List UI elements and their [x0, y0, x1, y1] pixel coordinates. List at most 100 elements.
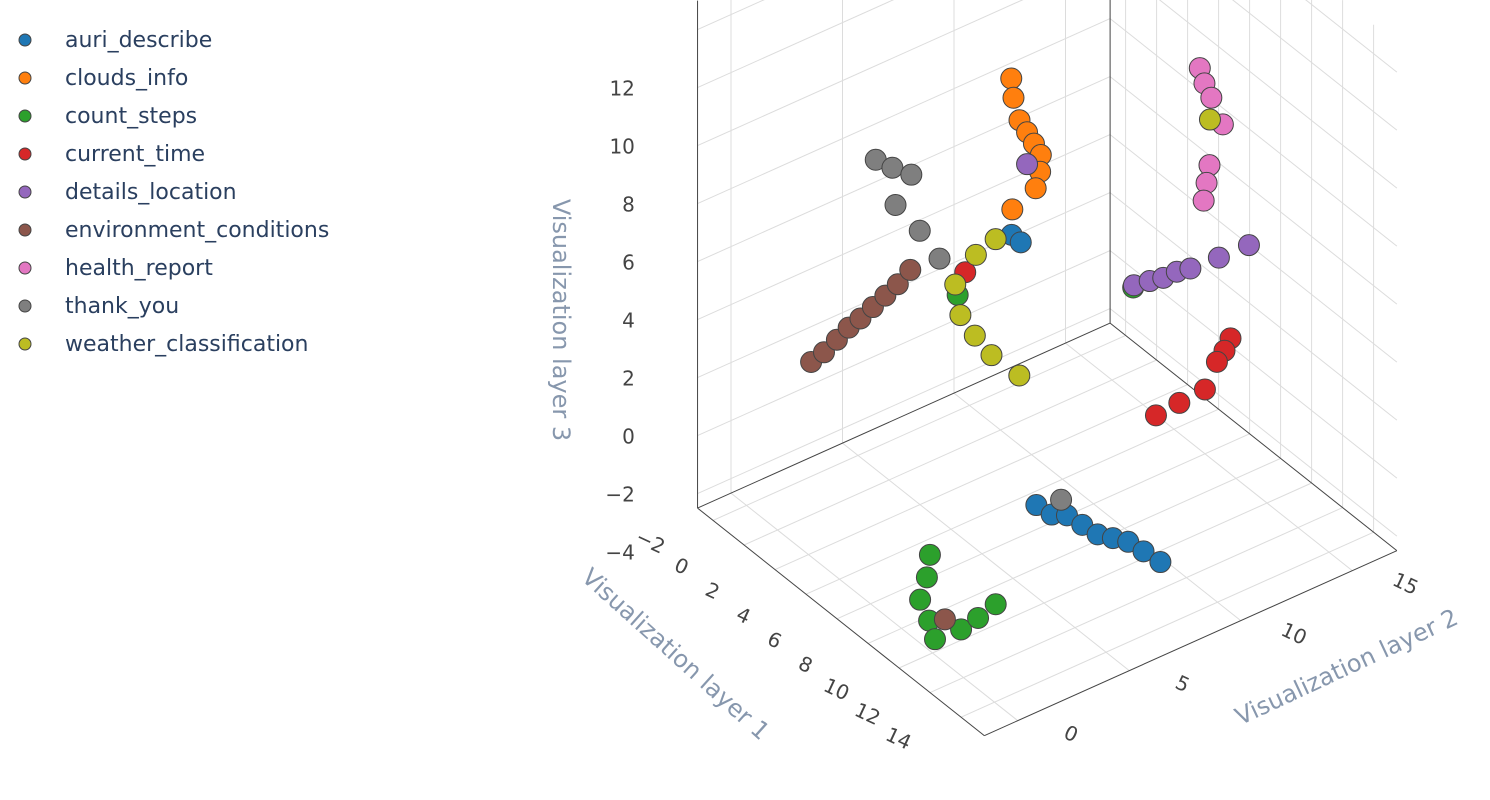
point: [900, 163, 923, 186]
y-tick-label: 15: [1389, 567, 1422, 600]
point: [884, 193, 907, 216]
point: [1016, 153, 1039, 176]
x-tick-label: −2: [632, 524, 669, 558]
series: [944, 108, 1221, 387]
legend-marker: [18, 261, 32, 275]
grid-line: [836, 433, 1250, 620]
series: [864, 148, 1073, 511]
point: [1149, 551, 1172, 574]
point: [980, 344, 1003, 367]
legend-label: details_location: [65, 180, 237, 205]
grid-line: [712, 334, 1126, 521]
grid-line: [1158, 0, 1398, 189]
point: [899, 258, 922, 281]
point: [950, 618, 973, 641]
point: [908, 219, 931, 242]
point: [928, 247, 951, 270]
grid-line: [1109, 192, 1398, 421]
point: [984, 593, 1007, 616]
series: [909, 276, 1145, 651]
point: [1144, 404, 1167, 427]
series: [1000, 67, 1052, 221]
legend-item[interactable]: thank_you: [18, 294, 179, 319]
x-axis-title: Visualization layer 1: [576, 563, 775, 746]
point: [1237, 234, 1260, 257]
grid-line: [697, 250, 1111, 437]
axis-line: [1109, 322, 1398, 552]
legend-label: auri_describe: [65, 28, 212, 53]
y-tick-label: 10: [1277, 617, 1310, 650]
z-tick-label: 0: [622, 425, 635, 449]
grid-line: [697, 0, 1024, 147]
point: [984, 228, 1007, 251]
legend-item[interactable]: details_location: [18, 180, 237, 205]
grid-line: [1109, 250, 1398, 479]
legend-label: clouds_info: [65, 66, 188, 91]
point: [1198, 108, 1221, 131]
legend-item[interactable]: weather_classification: [18, 332, 308, 357]
legend-marker: [18, 223, 32, 237]
z-tick-label: 6: [622, 251, 635, 275]
points: [800, 57, 1260, 651]
z-tick-label: −4: [605, 541, 634, 565]
legend-marker: [18, 147, 32, 161]
point: [915, 566, 938, 589]
legend-item[interactable]: clouds_info: [18, 66, 188, 91]
legend-marker: [18, 109, 32, 123]
series: [1188, 57, 1234, 212]
z-tick-label: 10: [609, 135, 634, 159]
point: [1050, 488, 1073, 511]
grid-line: [697, 18, 1111, 205]
legend-item[interactable]: environment_conditions: [18, 218, 329, 243]
legend-label: health_report: [65, 256, 213, 281]
series: [1016, 153, 1260, 297]
point: [1024, 177, 1047, 200]
legend-label: thank_you: [65, 294, 179, 319]
axis-line: [984, 550, 1398, 737]
point: [924, 628, 946, 651]
point: [944, 273, 967, 296]
legend-item[interactable]: health_report: [18, 256, 213, 281]
point: [1001, 198, 1024, 221]
point: [1000, 67, 1023, 90]
point: [1132, 540, 1155, 563]
legend-marker: [18, 71, 32, 85]
legend-item[interactable]: current_time: [18, 142, 205, 167]
point: [918, 543, 941, 566]
legend-item[interactable]: count_steps: [18, 104, 197, 129]
legend-label: environment_conditions: [65, 218, 329, 243]
x-tick-label: 4: [733, 602, 755, 629]
z-tick-label: 2: [622, 367, 635, 391]
point: [1193, 378, 1216, 401]
x-tick-label: 2: [702, 577, 724, 604]
series: [954, 261, 1242, 427]
point: [1168, 391, 1191, 414]
grid-line: [805, 408, 1219, 595]
point: [1200, 86, 1223, 109]
legend: auri_describe clouds_info count_stepscurre…: [18, 28, 329, 357]
grid-line: [1109, 76, 1398, 305]
axis-line: [697, 507, 985, 737]
grid-line: [743, 359, 1157, 546]
x-tick-label: 10: [820, 673, 853, 706]
y-tick-label: 0: [1060, 720, 1082, 747]
x-tick-label: 6: [764, 626, 786, 653]
legend-item[interactable]: auri_describe: [18, 28, 212, 53]
y-tick-label: 5: [1172, 670, 1194, 697]
point: [949, 304, 972, 327]
z-tick-label: 12: [609, 77, 634, 101]
point: [1205, 350, 1228, 373]
x-tick-label: 14: [882, 722, 915, 755]
grid-line: [697, 308, 1111, 495]
grid-line: [1232, 0, 1398, 131]
point: [1002, 86, 1025, 109]
y-axis-title: Visualization layer 2: [1231, 603, 1462, 731]
x-tick-label: 0: [671, 553, 693, 580]
z-tick-label: −2: [605, 483, 634, 507]
x-tick-label: 8: [795, 651, 817, 678]
legend-marker: [18, 33, 32, 47]
axis-line: [697, 322, 1111, 509]
legend-marker: [18, 337, 32, 351]
point: [1008, 364, 1031, 387]
grid-line: [1065, 342, 1353, 572]
